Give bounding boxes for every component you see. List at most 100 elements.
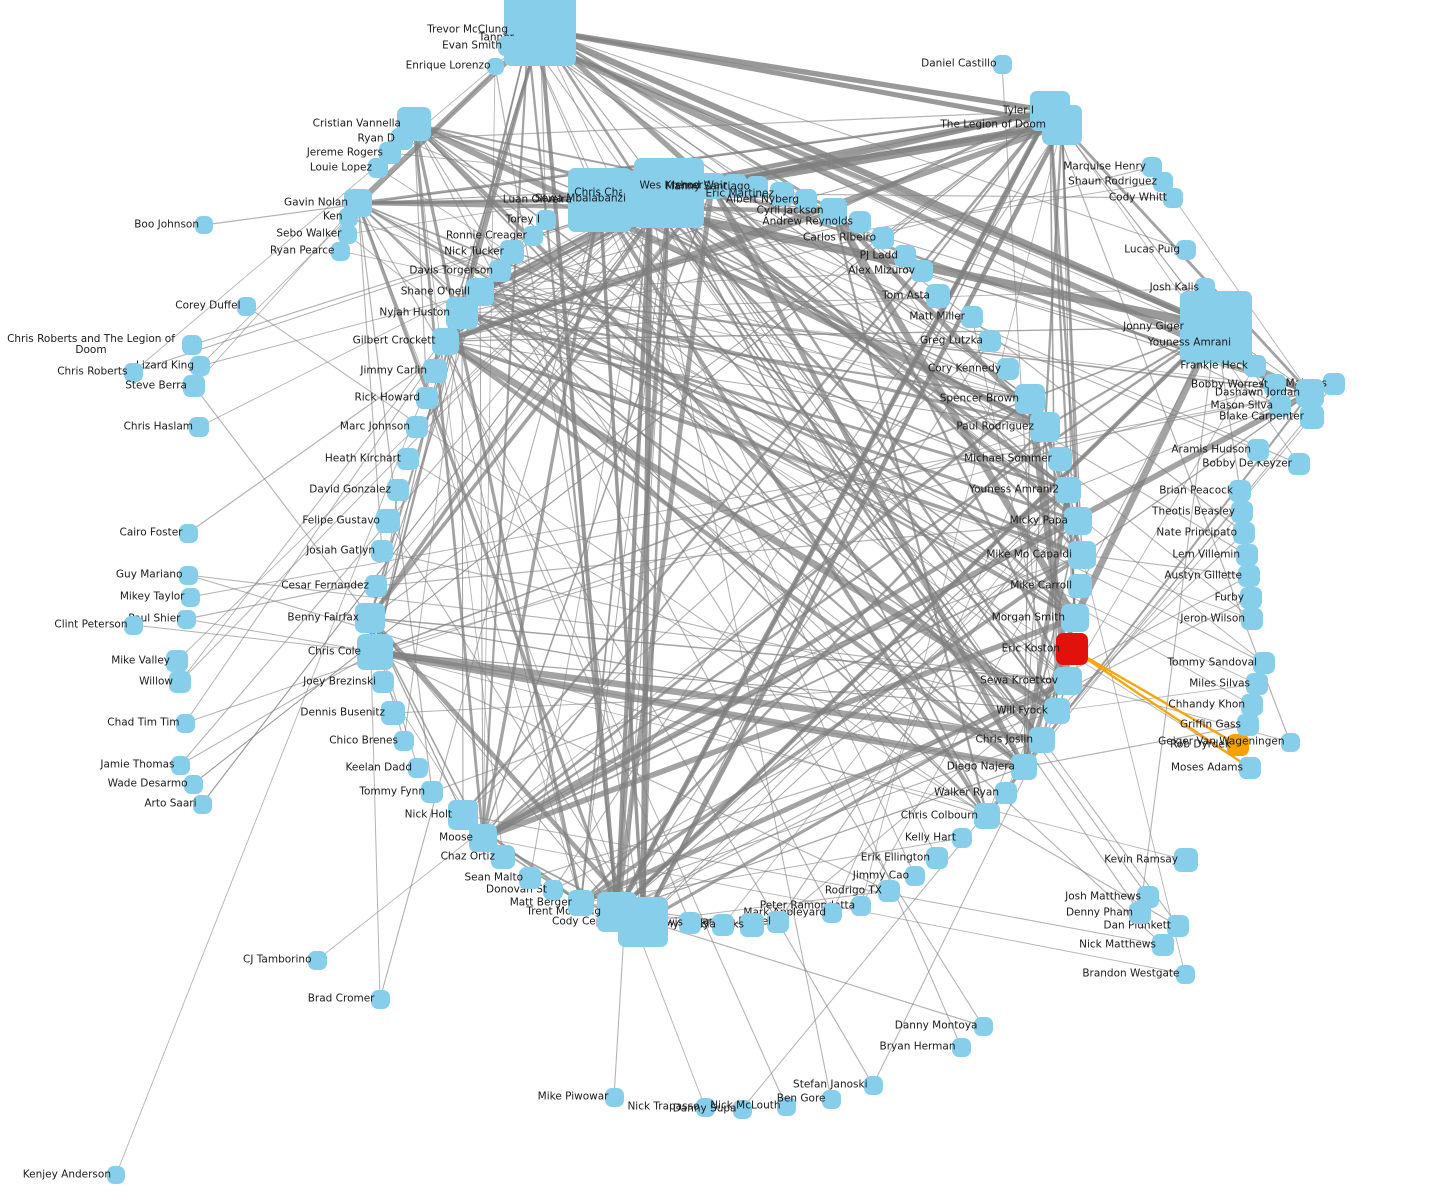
graph-node[interactable] <box>568 168 632 232</box>
graph-node[interactable] <box>926 284 950 308</box>
graph-node[interactable] <box>1237 714 1259 736</box>
graph-node[interactable] <box>1015 384 1045 414</box>
graph-node[interactable] <box>622 171 678 227</box>
graph-node[interactable] <box>330 241 350 261</box>
graph-node[interactable] <box>723 174 747 198</box>
graph-node[interactable] <box>1056 633 1088 665</box>
graph-node[interactable] <box>397 448 419 470</box>
graph-node[interactable] <box>732 1099 752 1119</box>
graph-node[interactable] <box>519 867 541 889</box>
graph-node[interactable] <box>974 803 1000 829</box>
graph-node[interactable] <box>1061 604 1089 632</box>
graph-node[interactable] <box>1174 848 1198 872</box>
graph-node[interactable] <box>183 774 203 794</box>
graph-node[interactable] <box>746 176 768 198</box>
graph-node[interactable] <box>381 701 405 725</box>
graph-node[interactable] <box>169 671 191 693</box>
graph-node[interactable] <box>767 911 789 933</box>
graph-node[interactable] <box>1296 379 1324 407</box>
graph-node[interactable] <box>863 1075 883 1095</box>
graph-node[interactable] <box>190 356 210 376</box>
graph-node[interactable] <box>182 335 202 355</box>
graph-node[interactable] <box>1231 501 1253 523</box>
graph-node[interactable] <box>878 880 900 902</box>
graph-node[interactable] <box>1246 673 1268 695</box>
graph-node[interactable] <box>189 417 209 437</box>
graph-node[interactable] <box>486 57 504 75</box>
graph-node[interactable] <box>523 226 543 246</box>
graph-node[interactable] <box>1068 541 1096 569</box>
graph-node[interactable] <box>894 245 916 267</box>
graph-node[interactable] <box>1247 439 1269 461</box>
graph-node[interactable] <box>1238 565 1260 587</box>
graph-node[interactable] <box>997 358 1019 380</box>
graph-node[interactable] <box>406 416 428 438</box>
graph-node[interactable] <box>338 207 358 227</box>
graph-node[interactable] <box>107 1166 125 1184</box>
graph-node[interactable] <box>961 306 983 328</box>
graph-node[interactable] <box>1030 412 1060 442</box>
graph-node[interactable] <box>372 671 394 693</box>
graph-node[interactable] <box>370 989 390 1009</box>
graph-node[interactable] <box>1153 172 1173 192</box>
graph-node[interactable] <box>394 731 414 751</box>
graph-node[interactable] <box>178 523 198 543</box>
graph-node[interactable] <box>1137 886 1159 908</box>
graph-node[interactable] <box>712 914 734 936</box>
graph-node[interactable] <box>795 189 817 211</box>
graph-node[interactable] <box>170 755 190 775</box>
graph-node[interactable] <box>1167 915 1189 937</box>
graph-node[interactable] <box>992 54 1012 74</box>
graph-node[interactable] <box>408 758 428 778</box>
graph-node[interactable] <box>1300 405 1324 429</box>
graph-node[interactable] <box>1280 732 1300 752</box>
graph-node[interactable] <box>195 216 213 234</box>
graph-node[interactable] <box>1152 934 1174 956</box>
graph-node[interactable] <box>368 158 388 178</box>
graph-node[interactable] <box>1044 698 1070 724</box>
graph-node[interactable] <box>995 782 1017 804</box>
graph-node[interactable] <box>1239 757 1261 779</box>
graph-node[interactable] <box>1042 105 1082 145</box>
graph-node[interactable] <box>822 903 842 923</box>
graph-node[interactable] <box>123 615 143 635</box>
graph-node[interactable] <box>1176 240 1196 260</box>
graph-node[interactable] <box>178 565 198 585</box>
graph-node[interactable] <box>979 330 1001 352</box>
graph-node[interactable] <box>357 634 393 670</box>
graph-node[interactable] <box>926 847 948 869</box>
graph-node[interactable] <box>1054 667 1082 695</box>
graph-node[interactable] <box>180 587 200 607</box>
graph-node[interactable] <box>123 362 143 382</box>
graph-node[interactable] <box>604 1087 624 1107</box>
graph-node[interactable] <box>819 197 847 225</box>
graph-node[interactable] <box>1068 574 1092 598</box>
graph-node[interactable] <box>1175 964 1195 984</box>
graph-node[interactable] <box>973 1016 993 1036</box>
graph-node[interactable] <box>543 880 563 900</box>
graph-node[interactable] <box>1233 522 1255 544</box>
graph-node[interactable] <box>821 1089 841 1109</box>
graph-node[interactable] <box>1264 374 1286 396</box>
graph-node[interactable] <box>952 828 972 848</box>
graph-node[interactable] <box>192 794 212 814</box>
graph-node[interactable] <box>337 224 357 244</box>
graph-node[interactable] <box>1048 447 1072 471</box>
graph-node[interactable] <box>448 800 478 830</box>
graph-node[interactable] <box>851 896 871 916</box>
graph-node[interactable] <box>416 387 438 409</box>
graph-node[interactable] <box>1269 395 1291 417</box>
graph-node[interactable] <box>431 327 459 355</box>
graph-node[interactable] <box>536 210 556 230</box>
graph-node[interactable] <box>371 540 393 562</box>
graph-node[interactable] <box>446 297 478 329</box>
graph-node[interactable] <box>951 1037 971 1057</box>
graph-node[interactable] <box>176 609 196 629</box>
graph-node[interactable] <box>387 479 409 501</box>
graph-node[interactable] <box>421 781 443 803</box>
graph-node[interactable] <box>679 912 701 934</box>
graph-node[interactable] <box>1229 480 1251 502</box>
graph-node[interactable] <box>849 211 871 233</box>
graph-node[interactable] <box>1323 373 1345 395</box>
graph-node[interactable] <box>770 182 794 206</box>
